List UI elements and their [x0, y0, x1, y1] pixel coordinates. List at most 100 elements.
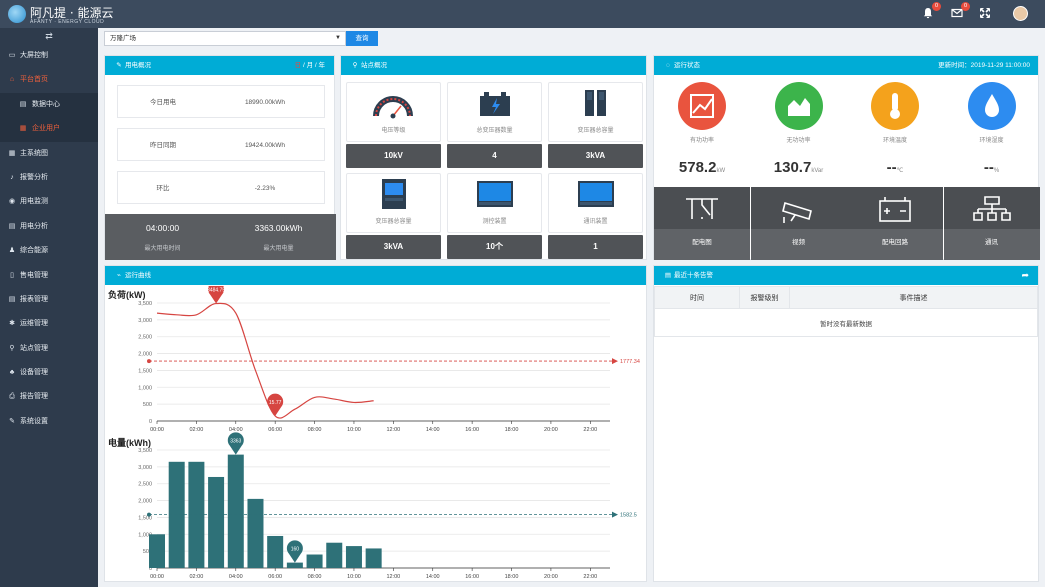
filter-bar: 万隆广场 ▼ 查询: [104, 31, 378, 46]
x-tick-label: 18:00: [505, 574, 519, 580]
y-tick-label: 2,000: [138, 499, 152, 505]
switch-icon: [654, 187, 750, 229]
marker-label: 15.77: [269, 400, 282, 406]
query-button[interactable]: 查询: [346, 31, 378, 46]
station-card-value: 3kVA: [346, 235, 441, 259]
sidebar-item[interactable]: ⎙ 报告管理: [0, 385, 98, 409]
station-card-value: 1: [548, 235, 643, 259]
user-avatar[interactable]: [1013, 6, 1028, 21]
energy-bar: [365, 548, 382, 568]
share-icon[interactable]: ➦: [1021, 270, 1029, 280]
trend-icon: [678, 82, 726, 130]
sidebar-item[interactable]: ♟ 综合能源: [0, 239, 98, 263]
y-tick-label: 3,500: [138, 448, 152, 454]
sidebar-item[interactable]: ◉ 用电监测: [0, 190, 98, 214]
x-tick-label: 00:00: [150, 574, 164, 580]
usage-overview-header: ✎ 用电概况 日 / 月 / 年: [105, 56, 334, 75]
run-state-item: 无功功率 130.7kVar: [751, 82, 847, 222]
x-tick-label: 14:00: [426, 574, 440, 580]
x-tick-label: 20:00: [544, 427, 558, 433]
station-card: 电压等级 10kV: [346, 82, 441, 172]
alarm-col-level: 报警级别: [739, 286, 790, 309]
marker-label: 3363: [230, 439, 241, 445]
monitor-icon: [578, 181, 614, 207]
network-icon: [943, 187, 1040, 229]
sidebar-item[interactable]: ▤ 用电分析: [0, 215, 98, 239]
period-month[interactable]: 月: [306, 62, 314, 69]
run-state-number: 130.7: [773, 159, 812, 176]
run-state-unit: ℃: [896, 168, 904, 174]
sidebar-toggle-icon[interactable]: ⇄: [45, 31, 53, 41]
cabinet-icon: [382, 179, 406, 209]
station-card-box: [346, 82, 441, 142]
run-curve-panel: ⌁ 运行曲线 负荷(kW) 电量(kWh) 0 500 1,000 1,500 2,000…: [104, 265, 647, 582]
nav-tile[interactable]: 配电图: [654, 187, 750, 260]
bell-icon[interactable]: 0: [921, 2, 941, 21]
sidebar-item[interactable]: ▯ 售电管理: [0, 264, 98, 288]
sidebar-item-label: 站点管理: [20, 344, 48, 352]
run-state-header: ◌ 运行状态 更新时间：2019-11-29 11:00:00: [654, 56, 1038, 75]
recent-alarms-title: 最近十条告警: [674, 272, 713, 279]
x-tick-label: 04:00: [229, 427, 243, 433]
y-tick-label: 1,000: [138, 385, 152, 391]
x-tick-label: 06:00: [268, 427, 282, 433]
nav-tile[interactable]: 视频: [750, 187, 847, 260]
station-card: 变压器总容量 3kVA: [346, 173, 441, 263]
period-year[interactable]: 年: [318, 62, 326, 69]
marker-pin: 3484.75: [207, 286, 225, 304]
alarm-col-desc: 事件描述: [789, 286, 1038, 309]
sidebar-item[interactable]: ▦ 主系统图: [0, 142, 98, 166]
run-state-value: 130.7kVar: [751, 159, 847, 176]
logo[interactable]: 阿凡提 · 能源云 AFANTY · ENERGY CLOUD: [8, 3, 126, 25]
area-chart-icon: [774, 82, 823, 130]
sidebar-item[interactable]: ✱ 运维管理: [0, 312, 98, 336]
run-state-unit: kVar: [811, 168, 824, 174]
load-line: [156, 302, 374, 419]
device-icon: ♣: [9, 369, 15, 377]
energy-chart-title: 电量(kWh): [108, 438, 151, 448]
chart-icon: ▤: [8, 222, 16, 230]
wrench-icon: ✎: [9, 417, 15, 425]
fullscreen-icon[interactable]: [978, 7, 992, 21]
run-state-value: --℃: [847, 159, 943, 176]
marker-pin: 160: [286, 540, 303, 563]
sidebar-item[interactable]: ✎ 系统设置: [0, 410, 98, 434]
sidebar-item[interactable]: ♣ 设备管理: [0, 361, 98, 385]
marker-pin: 3363: [227, 432, 244, 455]
sidebar-item[interactable]: ▭ 大屏控制: [0, 44, 98, 68]
sidebar-item[interactable]: ♪ 报警分析: [0, 166, 98, 190]
usage-label: 昨日同期: [150, 142, 176, 149]
sidebar-item[interactable]: ▦ 企业用户: [0, 117, 98, 142]
max-usage-time-label: 最大用电时间: [144, 246, 181, 252]
bell-icon: ♪: [10, 173, 14, 181]
sidebar-item[interactable]: ⌂ 平台首页: [0, 68, 98, 92]
sidebar-item[interactable]: ⚲ 站点管理: [0, 337, 98, 361]
run-state-number: 578.2: [678, 159, 717, 176]
sidebar-item-label: 主系统图: [20, 149, 48, 157]
x-tick-label: 06:00: [268, 574, 282, 580]
station-card-label: 变压器总容量: [577, 128, 614, 134]
average-label: 1582.5: [620, 513, 637, 519]
station-card-value: 10kV: [346, 144, 441, 168]
envelope-icon[interactable]: 0: [950, 2, 970, 21]
x-tick-label: 22:00: [583, 427, 597, 433]
site-select[interactable]: 万隆广场 ▼: [104, 31, 346, 46]
y-tick-label: 1,500: [138, 515, 152, 521]
sidebar-item[interactable]: ▤ 数据中心: [0, 92, 98, 118]
y-tick-label: 3,000: [138, 465, 152, 471]
nav-tile[interactable]: 配电回路: [847, 187, 943, 260]
gauge-icon: [373, 96, 413, 119]
energy-bar: [149, 534, 165, 568]
x-tick-label: 18:00: [505, 427, 519, 433]
run-state-label: 无功功率: [786, 138, 811, 144]
logo-title: 阿凡提 · 能源云: [30, 6, 114, 20]
user-icon: ♟: [8, 247, 16, 255]
period-day[interactable]: 日: [294, 62, 302, 69]
sidebar-item-label: 运维管理: [20, 320, 48, 328]
nav-tile[interactable]: 通讯: [943, 187, 1040, 260]
top-bar: 阿凡提 · 能源云 AFANTY · ENERGY CLOUD 0 0: [0, 0, 1045, 28]
sidebar-item[interactable]: ▤ 报表管理: [0, 288, 98, 312]
sidebar: ⇄ ▭ 大屏控制 ⌂ 平台首页 ▤ 数据中心 ▦ 企业用户 ▦ 主系统图 ♪ 报警分析 ◉ 用电监测 ▤ 用电…: [0, 28, 98, 587]
alarm-list-icon: ▤: [664, 272, 672, 279]
building-icon: ▦: [19, 125, 27, 133]
